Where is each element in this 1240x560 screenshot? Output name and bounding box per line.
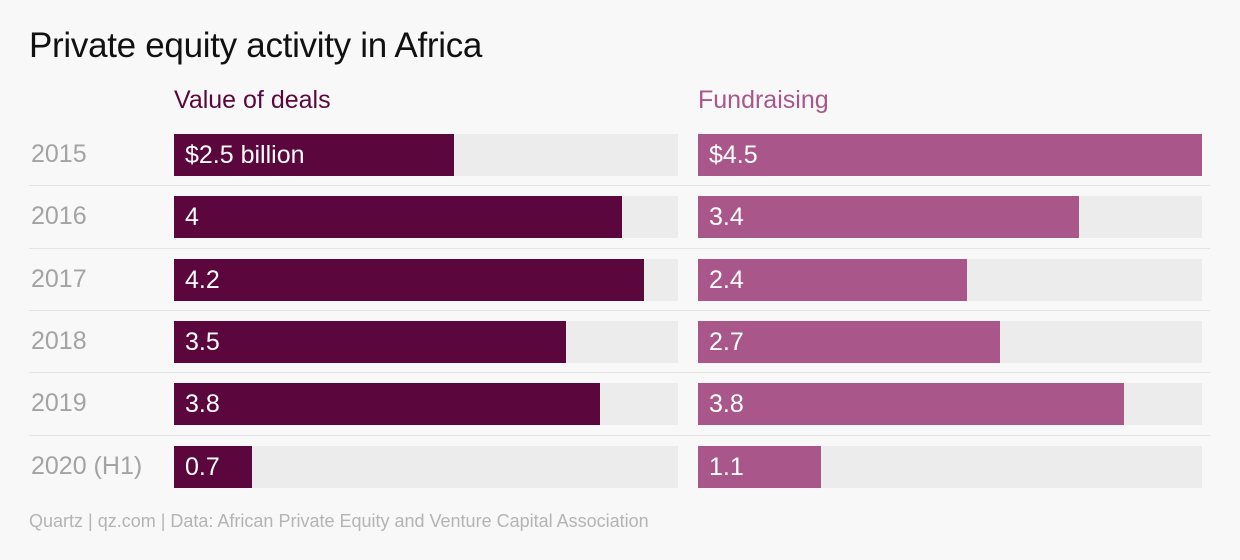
- bar-value-of-deals: 4.2: [174, 258, 644, 301]
- year-label: 2015: [31, 140, 87, 168]
- bar-value-label: 4: [185, 203, 199, 232]
- year-label: 2018: [31, 326, 87, 355]
- bar-value-of-deals: 4: [174, 196, 622, 239]
- bar-track: $2.5 billion: [174, 134, 678, 176]
- year-label: 2016: [31, 202, 87, 231]
- bar-fundraising: 1.1: [698, 445, 821, 488]
- year-label: 2017: [31, 264, 87, 293]
- bar-track: 3.8: [174, 383, 678, 426]
- bar-value-label: 2.7: [709, 327, 744, 356]
- year-label: 2019: [31, 389, 87, 418]
- row-separator: [29, 434, 1210, 436]
- bar-fundraising: 2.7: [698, 320, 1000, 363]
- series-header-value-of-deals: Value of deals: [174, 86, 331, 114]
- bar-track: 3.8: [698, 383, 1202, 426]
- chart-title: Private equity activity in Africa: [29, 26, 483, 65]
- bar-value-of-deals: 3.8: [174, 383, 600, 426]
- bar-fundraising: 2.4: [698, 258, 967, 301]
- bar-track: 0.7: [174, 445, 678, 488]
- bar-value-of-deals: 0.7: [174, 445, 252, 488]
- bar-value-label: 2.4: [709, 265, 744, 294]
- bar-fundraising: 3.4: [698, 196, 1079, 239]
- bar-value-of-deals: $2.5 billion: [174, 134, 454, 176]
- bar-value-label: $2.5 billion: [185, 141, 305, 169]
- bar-track: 2.7: [698, 320, 1202, 363]
- bar-track: 3.4: [698, 196, 1202, 239]
- row-separator: [29, 309, 1210, 311]
- source-footer: Quartz | qz.com | Data: African Private …: [29, 511, 649, 531]
- series-header-fundraising: Fundraising: [698, 86, 829, 114]
- bar-track: 1.1: [698, 445, 1202, 488]
- bar-value-label: 4.2: [185, 265, 220, 294]
- bar-value-label: 0.7: [185, 452, 220, 481]
- year-label: 2020 (H1): [31, 451, 143, 480]
- bar-fundraising: $4.5: [698, 134, 1202, 176]
- row-separator: [29, 247, 1210, 249]
- bar-value-label: 3.5: [185, 327, 220, 356]
- bar-track: 4.2: [174, 258, 678, 301]
- bar-track: 3.5: [174, 320, 678, 363]
- bar-track: 4: [174, 196, 678, 239]
- bar-value-of-deals: 3.5: [174, 320, 566, 363]
- bar-value-label: 3.8: [185, 390, 220, 419]
- bar-value-label: 1.1: [709, 452, 744, 481]
- bar-track: 2.4: [698, 258, 1202, 301]
- bar-value-label: $4.5: [709, 141, 758, 169]
- bar-value-label: 3.8: [709, 390, 744, 419]
- row-separator: [29, 372, 1210, 374]
- row-separator: [29, 185, 1210, 187]
- bar-fundraising: 3.8: [698, 383, 1124, 426]
- bar-value-label: 3.4: [709, 203, 744, 232]
- bar-track: $4.5: [698, 134, 1202, 176]
